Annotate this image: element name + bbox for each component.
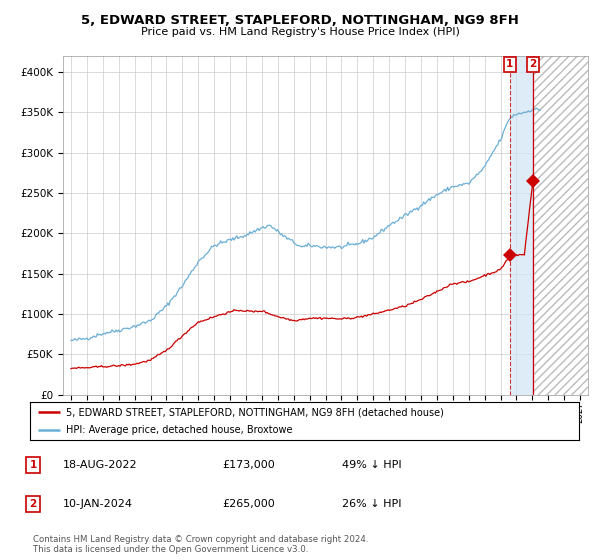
Text: 1: 1 [506, 59, 514, 69]
Text: Contains HM Land Registry data © Crown copyright and database right 2024.
This d: Contains HM Land Registry data © Crown c… [33, 535, 368, 554]
Text: 5, EDWARD STREET, STAPLEFORD, NOTTINGHAM, NG9 8FH: 5, EDWARD STREET, STAPLEFORD, NOTTINGHAM… [81, 14, 519, 27]
Bar [533, 56, 588, 395]
Text: £265,000: £265,000 [222, 499, 275, 509]
Text: 2: 2 [29, 499, 37, 509]
Text: 1: 1 [29, 460, 37, 470]
Text: 5, EDWARD STREET, STAPLEFORD, NOTTINGHAM, NG9 8FH (detached house): 5, EDWARD STREET, STAPLEFORD, NOTTINGHAM… [65, 407, 443, 417]
Text: 49% ↓ HPI: 49% ↓ HPI [342, 460, 401, 470]
Text: 10-JAN-2024: 10-JAN-2024 [63, 499, 133, 509]
Bar [533, 56, 588, 395]
Bar [533, 56, 588, 395]
Bar [510, 56, 533, 395]
Text: HPI: Average price, detached house, Broxtowe: HPI: Average price, detached house, Brox… [65, 425, 292, 435]
Bar [533, 56, 588, 395]
Text: £173,000: £173,000 [222, 460, 275, 470]
Text: Price paid vs. HM Land Registry's House Price Index (HPI): Price paid vs. HM Land Registry's House … [140, 27, 460, 37]
Text: 18-AUG-2022: 18-AUG-2022 [63, 460, 137, 470]
Text: 2: 2 [529, 59, 536, 69]
Text: 26% ↓ HPI: 26% ↓ HPI [342, 499, 401, 509]
